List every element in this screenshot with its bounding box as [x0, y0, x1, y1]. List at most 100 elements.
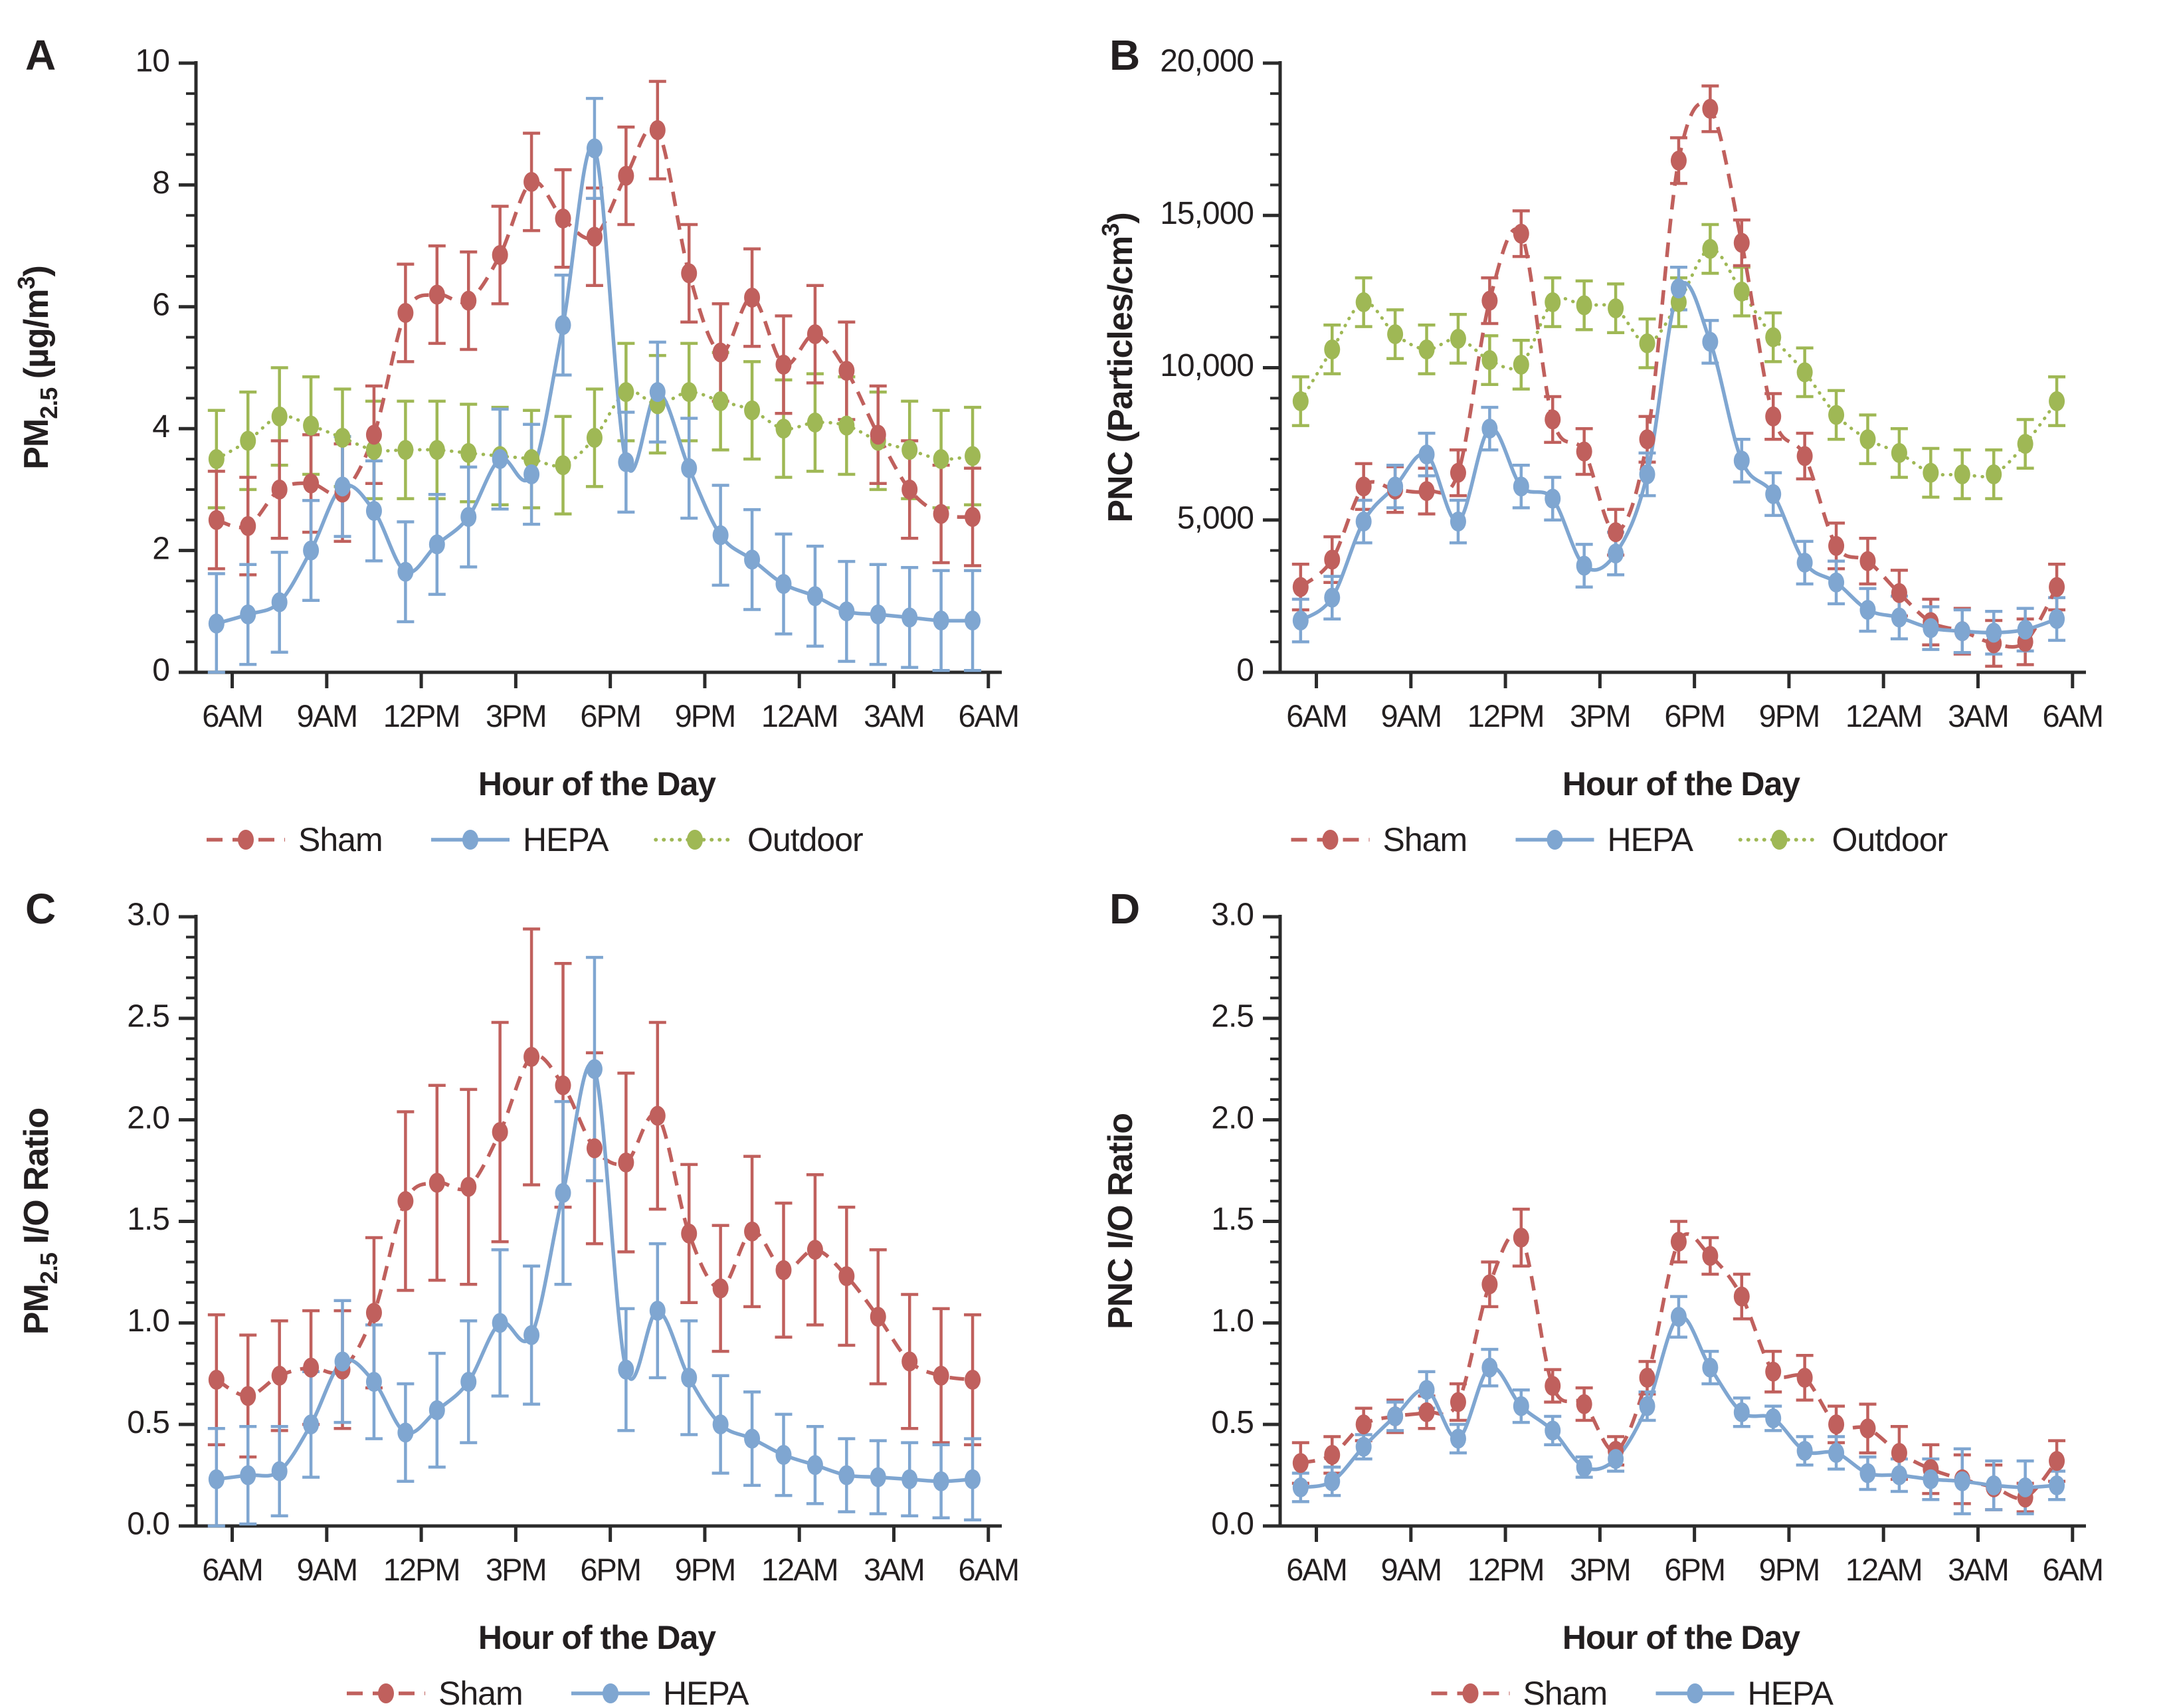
- data-point: [870, 604, 886, 624]
- data-point: [744, 549, 761, 570]
- x-tick-label: 3PM: [1570, 698, 1630, 733]
- data-point: [744, 400, 761, 421]
- data-point: [208, 510, 225, 530]
- panel-d: 0.0 0.5 1.0 1.5 2.0 2.5 3.0 6AM 9AM 12PM 3PM 6PM 9PM…: [1084, 854, 2169, 1708]
- data-point: [334, 476, 351, 497]
- y-tick-label: 0.0: [1211, 1507, 1254, 1542]
- data-point: [555, 455, 571, 476]
- data-point: [1891, 442, 1907, 463]
- data-point: [1923, 618, 1939, 638]
- y-tick-label: 10,000: [1160, 348, 1254, 383]
- legend-label: HEPA: [1748, 1675, 1834, 1708]
- data-point: [1450, 462, 1466, 483]
- x-tick-label: 6PM: [580, 1552, 640, 1587]
- panel-b-chart: 0 5,000 10,000 15,000 20,000 6AM 9AM 12PM 3PM 6PM…: [1097, 31, 2104, 854]
- data-point: [1450, 512, 1466, 532]
- data-point: [1670, 1307, 1687, 1327]
- data-point: [1513, 476, 1529, 497]
- data-point: [1355, 1436, 1372, 1457]
- data-point: [240, 516, 256, 536]
- x-tick-label: 3AM: [1948, 698, 2008, 733]
- y-tick-label: 6: [152, 287, 169, 322]
- series-sham-markers: [208, 1046, 981, 1406]
- data-point: [428, 534, 445, 555]
- data-point: [1450, 328, 1466, 349]
- x-axis-title: Hour of the Day: [478, 765, 716, 803]
- data-point: [1513, 223, 1529, 244]
- legend-item-outdoor: Outdoor: [654, 821, 864, 854]
- data-point: [1355, 512, 1372, 532]
- data-point: [208, 449, 225, 470]
- panel-d-chart: 0.0 0.5 1.0 1.5 2.0 2.5 3.0 6AM 9AM 12PM 3PM 6PM 9PM…: [1101, 885, 2104, 1708]
- data-point: [365, 1303, 382, 1323]
- data-point: [1986, 622, 2002, 643]
- y-tick-label: 2.0: [1211, 1100, 1254, 1135]
- data-point: [1576, 555, 1592, 576]
- x-tick-label: 6AM: [1286, 698, 1347, 733]
- data-point: [1545, 488, 1561, 509]
- data-point: [1418, 1402, 1435, 1422]
- axes: 0 2 4 6 8 10 6AM 9AM 12PM 3PM 6PM 9PM 12AM 3AM 6AM: [136, 44, 1020, 733]
- data-point: [806, 1455, 823, 1475]
- y-axis-title: PM2.5​ I/O Ratio: [17, 1108, 62, 1335]
- data-point: [1576, 295, 1592, 316]
- data-point: [1923, 462, 1939, 483]
- data-point: [965, 1469, 981, 1489]
- data-point: [1828, 405, 1845, 425]
- data-point: [1608, 298, 1624, 319]
- x-tick-label: 12AM: [1845, 1552, 1922, 1587]
- data-point: [397, 1190, 414, 1211]
- x-tick-label: 6PM: [1664, 1552, 1725, 1587]
- y-tick-label: 10: [136, 44, 169, 79]
- data-point: [838, 361, 855, 381]
- data-point: [586, 227, 603, 247]
- legend-label: HEPA: [523, 821, 609, 854]
- x-tick-label: 6AM: [202, 698, 262, 733]
- data-point: [428, 1400, 445, 1420]
- data-point: [806, 324, 823, 345]
- data-point: [1796, 362, 1813, 383]
- data-point: [649, 120, 666, 140]
- x-tick-label: 3AM: [864, 1552, 924, 1587]
- y-tick-label: 3.0: [127, 898, 169, 933]
- legend-item-outdoor: Outdoor: [1738, 821, 1948, 854]
- data-point: [523, 464, 540, 484]
- data-point: [806, 586, 823, 607]
- data-point: [681, 382, 698, 403]
- data-point: [428, 1173, 445, 1193]
- data-point: [1387, 1406, 1404, 1426]
- data-point: [1702, 1246, 1719, 1266]
- data-point: [2017, 619, 2033, 640]
- data-point: [2017, 434, 2033, 454]
- data-point: [1639, 1396, 1655, 1416]
- legend-label: HEPA: [1608, 821, 1694, 854]
- legend-item-sham: Sham: [207, 821, 383, 854]
- legend-label: Sham: [438, 1675, 523, 1708]
- data-point: [1292, 391, 1309, 411]
- series-sham-markers: [208, 120, 981, 536]
- x-axis-title: Hour of the Day: [1562, 1619, 1800, 1656]
- data-point: [271, 1461, 288, 1481]
- data-point: [1545, 1420, 1561, 1441]
- legend-marker: [1322, 830, 1339, 850]
- x-tick-label: 3AM: [864, 698, 924, 733]
- data-point: [1986, 1475, 2002, 1495]
- data-point: [365, 500, 382, 521]
- data-point: [901, 479, 918, 500]
- data-point: [933, 449, 949, 470]
- data-point: [1796, 1367, 1813, 1388]
- data-point: [492, 1122, 508, 1143]
- data-point: [303, 1414, 320, 1435]
- data-point: [1828, 572, 1845, 593]
- data-point: [1418, 444, 1435, 465]
- legend-item-hepa: HEPA: [571, 1675, 750, 1708]
- x-tick-label: 3PM: [486, 698, 546, 733]
- data-point: [933, 1471, 949, 1491]
- data-point: [1670, 1232, 1687, 1252]
- data-point: [397, 1422, 414, 1443]
- data-point: [901, 1351, 918, 1372]
- data-point: [1355, 292, 1372, 312]
- data-point: [838, 1465, 855, 1485]
- series-sham-line: [1300, 1231, 2059, 1501]
